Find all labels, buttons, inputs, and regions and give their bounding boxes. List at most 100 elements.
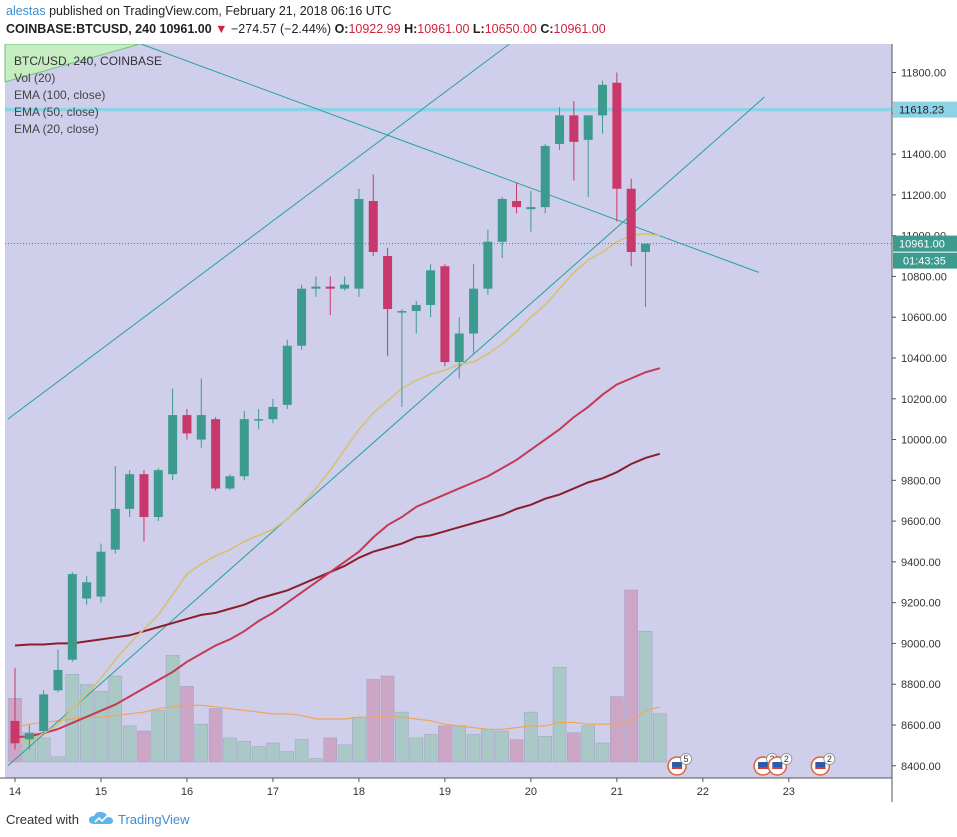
low-value: 10650.00 — [484, 22, 537, 36]
candle-body — [211, 419, 221, 489]
candle-body — [282, 345, 292, 405]
candle-body — [354, 198, 364, 289]
candle-body — [225, 476, 235, 489]
candle-body — [125, 474, 135, 509]
volume-bar — [352, 717, 366, 763]
candle-body — [24, 733, 34, 740]
volume-bar — [466, 734, 481, 763]
volume-bar — [280, 751, 295, 763]
down-arrow-icon: ▼ — [215, 22, 228, 36]
candle-body — [82, 582, 92, 599]
tradingview-cloud-icon[interactable] — [88, 810, 114, 831]
footer-bar: Created with TradingView — [0, 802, 957, 837]
legend-ema50[interactable]: EMA (50, close) — [14, 105, 99, 119]
candle-body — [110, 508, 120, 550]
highlight-triangle — [4, 43, 141, 83]
candle-body — [96, 551, 106, 597]
volume-bar — [165, 655, 180, 763]
author-link[interactable]: alestas — [6, 4, 46, 18]
price-tick-label: 10800.00 — [901, 271, 947, 283]
legend-ema20[interactable]: EMA (20, close) — [14, 122, 99, 136]
open-value: 10922.99 — [348, 22, 401, 36]
volume-bar — [653, 713, 667, 763]
volume-bar — [624, 589, 638, 763]
volume-bar — [395, 711, 409, 763]
volume-bar — [294, 739, 309, 763]
volume-bar — [595, 742, 610, 763]
candle-body — [196, 415, 206, 440]
candles-layer — [10, 72, 651, 750]
candle-body — [139, 474, 149, 518]
volume-bar — [94, 691, 108, 763]
candle-body — [297, 288, 307, 346]
candle-body — [569, 115, 579, 142]
ema20-line — [14, 232, 660, 745]
price-change: −274.57 (−2.44%) — [231, 22, 332, 36]
volume-bar — [36, 737, 51, 763]
candle-body — [397, 311, 407, 313]
high-label: H: — [404, 22, 418, 36]
time-tick-label: 17 — [267, 786, 279, 798]
low-label: L: — [472, 22, 485, 36]
volume-bar — [208, 708, 223, 763]
time-axis[interactable]: 14 15 16 17 18 19 20 21 22 23 — [0, 777, 892, 798]
ema100-line — [14, 452, 661, 647]
tradingview-link[interactable]: TradingView — [118, 812, 190, 827]
volume-layer — [8, 589, 667, 763]
volume-bar — [552, 667, 567, 763]
volume-bar — [495, 730, 509, 763]
legend-ema100[interactable]: EMA (100, close) — [14, 88, 106, 102]
price-tick-label: 11400.00 — [901, 149, 946, 161]
events-layer[interactable]: 5222 — [667, 753, 836, 776]
volume-bar — [610, 696, 624, 763]
event-count-bg — [680, 753, 692, 765]
event-flag-icon[interactable]: 2 — [767, 753, 793, 776]
header-bar: alestas published on TradingView.com, Fe… — [0, 0, 957, 44]
candle-body — [641, 243, 651, 252]
price-tick-label: 10000.00 — [901, 435, 947, 447]
volume-bar — [423, 734, 438, 763]
publish-text: published on TradingView.com, February 2… — [49, 4, 392, 18]
chart-area[interactable]: 5222 8400.008600.008800.009000.009200.00… — [0, 43, 957, 802]
candle-body — [53, 669, 63, 691]
ema-layer — [14, 232, 661, 745]
candle-body — [497, 198, 507, 242]
hline-price-label: 11618.23 — [899, 105, 944, 117]
last-price-label-bg — [893, 235, 957, 252]
candle-body — [454, 333, 464, 363]
time-tick-label: 18 — [353, 786, 365, 798]
time-tick-label: 22 — [697, 786, 709, 798]
price-chart[interactable]: 5222 8400.008600.008800.009000.009200.00… — [0, 43, 957, 802]
flag-stripe — [815, 767, 826, 769]
volume-bar — [509, 739, 524, 763]
flag-canton — [772, 762, 783, 769]
event-count-bg — [780, 753, 793, 765]
countdown-bg — [893, 252, 957, 269]
volume-bar — [481, 729, 495, 763]
legend-volume[interactable]: Vol (20) — [14, 71, 56, 85]
candle-body — [598, 84, 608, 116]
flag-canton — [815, 762, 826, 769]
candle-body — [440, 266, 450, 363]
event-flag-icon[interactable]: 2 — [810, 753, 836, 776]
hline-label-bg — [893, 101, 957, 118]
price-tick-label: 9000.00 — [901, 638, 941, 650]
volume-bar — [151, 710, 166, 763]
open-label: O: — [334, 22, 349, 36]
event-flag-icon[interactable]: 5 — [667, 753, 692, 776]
time-tick-label: 15 — [95, 786, 107, 798]
volume-bar — [366, 679, 380, 763]
time-tick-label: 16 — [181, 786, 193, 798]
price-axis[interactable]: 8400.00 8600.00 8800.00 9000.00 9200.00 9400.… — [891, 44, 957, 802]
candle-body — [340, 284, 350, 289]
price-tick-label: 11800.00 — [901, 68, 946, 80]
volume-ma-layer — [14, 704, 660, 730]
candle-body — [512, 200, 522, 208]
candle-body — [153, 470, 163, 518]
countdown-label: 01:43:35 — [903, 256, 946, 268]
candle-body — [383, 256, 393, 310]
plot-background — [5, 44, 892, 778]
event-count: 5 — [684, 754, 689, 764]
price-axis-background — [892, 44, 957, 802]
ohlc-line: COINBASE:BTCUSD, 240 10961.00 ▼ −274.57 … — [6, 22, 606, 36]
